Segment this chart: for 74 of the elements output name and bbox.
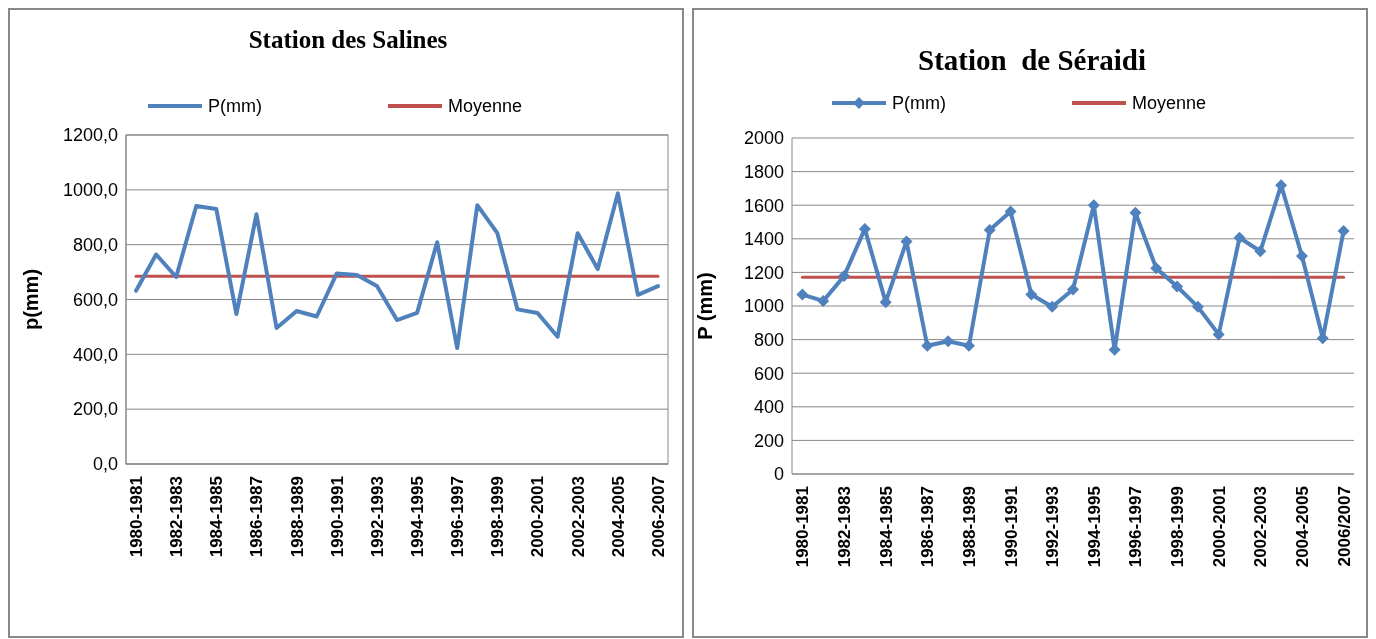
point [796,288,809,301]
x-tick-label: 1986-1987 [247,476,267,558]
x-tick-label: 1988-1989 [959,486,979,568]
legend-label: Moyenne [448,96,523,116]
point [983,224,996,237]
x-tick-label: 1980-1981 [793,486,813,568]
x-tick-label: 2000-2001 [1209,486,1229,568]
x-tick-label: 2004-2005 [1292,486,1312,568]
point [1004,205,1017,218]
point [962,339,975,352]
x-tick-label: 1982-1983 [834,486,854,568]
y-tick-label: 1000,0 [62,180,118,201]
point [942,335,955,348]
point [1150,262,1163,275]
x-tick-label: 1986-1987 [918,486,938,568]
y-tick-label: 600,0 [72,289,118,310]
legend-label: Moyenne [1132,93,1207,113]
point [1212,328,1225,341]
point [1295,250,1308,263]
point [1337,224,1350,237]
y-tick-label: 1200 [743,262,784,283]
point [838,270,851,283]
x-tick-label: 1994-1995 [1084,486,1104,568]
y-tick-label: 1600 [743,195,784,216]
x-tick-label: 1992-1993 [367,476,387,558]
x-tick-label: 2004-2005 [608,476,628,558]
point [1046,300,1059,313]
x-tick-label: 2000-2001 [528,476,548,558]
point [1171,280,1184,293]
y-tick-label: 0,0 [92,454,118,475]
x-tick-label: 1998-1999 [1168,486,1188,568]
point [1254,245,1267,258]
point [817,294,830,307]
x-tick-label: 1990-1991 [327,476,347,558]
y-tick-label: 0 [773,464,784,485]
x-tick-label: 2002-2003 [568,476,588,558]
point [921,339,934,352]
x-tick-label: 2006/2007 [1334,486,1354,567]
x-tick-label: 1994-1995 [408,476,428,558]
y-tick-label: 400 [753,397,784,418]
x-tick-label: 1998-1999 [488,476,508,558]
x-tick-label: 2006-2007 [648,476,668,558]
y-tick-label: 1400 [743,229,784,250]
y-tick-label: 2000 [743,128,784,149]
y-tick-label: 1800 [743,161,784,182]
point [1067,283,1079,296]
y-axis-title: p(mm) [20,268,42,331]
y-tick-label: 1200,0 [62,125,118,146]
x-tick-label: 1980-1981 [126,476,146,558]
y-tick-label: 200,0 [72,399,118,420]
chart-title: Station des Salines [248,26,448,53]
legend-label: P(mm) [208,96,262,116]
x-tick-label: 1982-1983 [167,476,187,558]
x-tick-label: 1984-1985 [207,476,227,558]
y-tick-label: 800 [753,329,784,350]
x-tick-label: 1992-1993 [1043,486,1063,568]
x-tick-label: 1988-1989 [287,476,307,558]
legend-label: P(mm) [892,93,946,113]
point [1191,300,1204,313]
x-tick-label: 2002-2003 [1251,486,1271,568]
point [1025,288,1038,301]
x-tick-label: 1990-1991 [1001,486,1021,568]
y-tick-label: 600 [753,363,784,384]
y-tick-label: 1000 [743,296,784,317]
chart-title: Station de Séraidi [918,44,1146,76]
x-tick-label: 1996-1997 [448,476,468,558]
y-tick-label: 200 [753,430,784,451]
y-axis-title: P (mm) [694,272,716,340]
line-series [134,191,660,351]
x-tick-label: 1984-1985 [876,486,896,568]
y-tick-label: 400,0 [72,344,118,365]
y-tick-label: 800,0 [72,234,118,255]
x-tick-label: 1996-1997 [1126,486,1146,568]
point [1233,231,1246,244]
